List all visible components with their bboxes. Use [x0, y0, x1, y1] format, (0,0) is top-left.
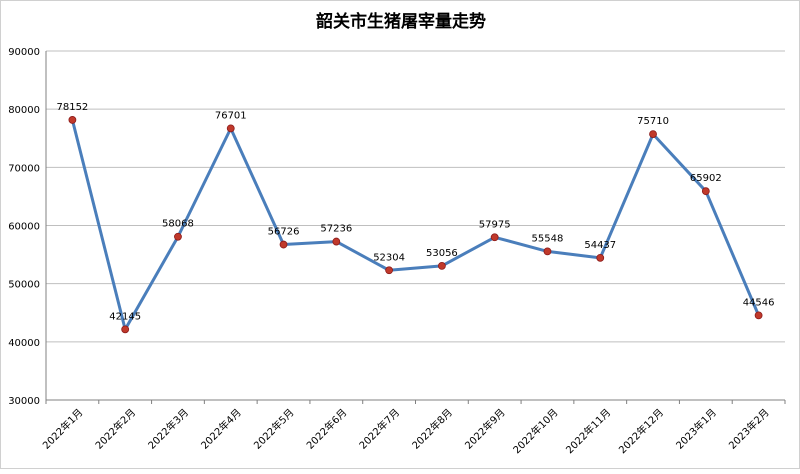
data-label: 55548 — [532, 233, 564, 244]
x-tick-label: 2022年7月 — [356, 406, 402, 452]
data-point — [174, 232, 182, 241]
y-tick-label: 60000 — [8, 222, 40, 233]
data-label: 52304 — [373, 252, 405, 263]
x-tick-label: 2022年10月 — [510, 406, 560, 456]
data-label: 65902 — [690, 173, 722, 184]
y-tick-label: 80000 — [8, 105, 40, 116]
data-label: 54437 — [584, 240, 616, 251]
data-point — [649, 130, 657, 139]
x-tick-label: 2022年6月 — [304, 406, 350, 452]
data-label: 44546 — [743, 297, 775, 308]
data-label: 56726 — [268, 227, 300, 238]
data-label: 58068 — [162, 219, 194, 230]
y-tick-label: 40000 — [8, 338, 40, 349]
data-point — [490, 233, 499, 242]
data-point — [437, 261, 446, 270]
series — [68, 116, 763, 334]
x-tick-label: 2023年1月 — [673, 406, 719, 452]
data-point — [596, 253, 605, 262]
x-tick-labels: 2022年1月 2022年2月 2022年3月 2022年4月 2022年5月 2022年… — [40, 406, 772, 456]
x-tick-label: 2022年2月 — [92, 406, 138, 452]
chart-title: 韶关市生猪屠宰量走势 — [316, 11, 486, 32]
x-tick-label: 2023年2月 — [726, 406, 772, 452]
y-tick-labels: 30000 40000 50000 60000 70000 80000 90000 — [8, 47, 40, 407]
x-tick-label: 2022年9月 — [462, 406, 508, 452]
x-tick-label: 2022年5月 — [251, 406, 297, 452]
data-point — [332, 237, 341, 246]
data-point — [701, 187, 710, 196]
x-tick-label: 2022年4月 — [198, 406, 244, 452]
x-tick-label: 2022年11月 — [563, 406, 613, 456]
data-label: 42145 — [109, 311, 141, 322]
data-label: 53056 — [426, 248, 458, 259]
x-tick-label: 2022年8月 — [409, 406, 455, 452]
data-point — [385, 266, 394, 275]
x-tick-label: 2022年3月 — [145, 406, 191, 452]
y-tick-label: 30000 — [8, 396, 40, 407]
data-point — [279, 240, 288, 249]
data-label: 57975 — [479, 219, 511, 230]
series-line — [70, 118, 761, 331]
x-tick-label: 2022年1月 — [40, 406, 86, 452]
x-tick-label: 2022年12月 — [616, 406, 666, 456]
gridlines — [46, 50, 785, 401]
data-label: 75710 — [637, 116, 669, 127]
y-tick-label: 70000 — [8, 163, 40, 174]
data-point — [543, 247, 552, 256]
data-label: 78152 — [56, 102, 88, 113]
data-point — [226, 124, 235, 133]
y-tick-label: 50000 — [8, 280, 40, 291]
data-labels: 78152 42145 58068 76701 56726 57236 52304 53056… — [56, 102, 774, 322]
data-point — [121, 325, 130, 334]
data-point — [68, 116, 77, 124]
data-label: 76701 — [215, 110, 247, 121]
axes — [45, 51, 786, 404]
data-point — [754, 311, 763, 320]
data-label: 57236 — [320, 224, 352, 235]
y-tick-label: 90000 — [8, 47, 40, 58]
